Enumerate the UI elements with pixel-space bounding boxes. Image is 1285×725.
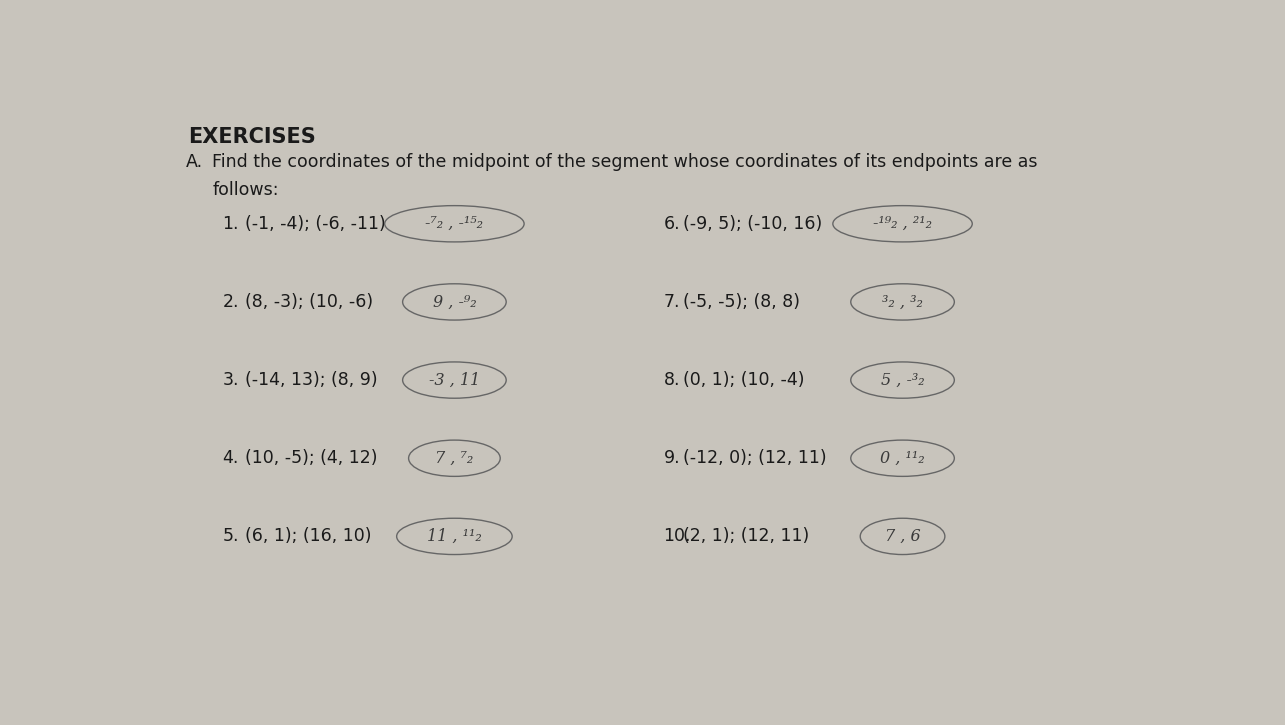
Text: (0, 1); (10, -4): (0, 1); (10, -4) (684, 371, 804, 389)
Text: A.: A. (185, 154, 203, 171)
Text: 0 , ¹¹₂: 0 , ¹¹₂ (880, 450, 925, 467)
Text: -⁷₂ , -¹⁵₂: -⁷₂ , -¹⁵₂ (425, 215, 483, 232)
Text: 5.: 5. (222, 527, 239, 545)
Text: (6, 1); (16, 10): (6, 1); (16, 10) (245, 527, 371, 545)
Text: 6.: 6. (663, 215, 680, 233)
Text: 1.: 1. (222, 215, 239, 233)
Text: (-1, -4); (-6, -11): (-1, -4); (-6, -11) (245, 215, 386, 233)
Text: EXERCISES: EXERCISES (189, 128, 316, 147)
Text: (-5, -5); (8, 8): (-5, -5); (8, 8) (684, 293, 801, 311)
Text: follows:: follows: (212, 181, 279, 199)
Text: 4.: 4. (222, 450, 239, 467)
Text: 9 , -⁹₂: 9 , -⁹₂ (433, 294, 477, 310)
Text: 2.: 2. (222, 293, 239, 311)
Text: 8.: 8. (663, 371, 680, 389)
Text: 5 , -³₂: 5 , -³₂ (880, 372, 924, 389)
Text: 7 , 6: 7 , 6 (885, 528, 920, 545)
Text: Find the coordinates of the midpoint of the segment whose coordinates of its end: Find the coordinates of the midpoint of … (212, 154, 1038, 171)
Text: (-9, 5); (-10, 16): (-9, 5); (-10, 16) (684, 215, 822, 233)
Text: 11 , ¹¹₂: 11 , ¹¹₂ (427, 528, 482, 545)
Text: -3 , 11: -3 , 11 (429, 372, 481, 389)
Text: ³₂ , ³₂: ³₂ , ³₂ (882, 294, 923, 310)
Text: 7.: 7. (663, 293, 680, 311)
Text: 10.: 10. (663, 527, 691, 545)
Text: (-12, 0); (12, 11): (-12, 0); (12, 11) (684, 450, 828, 467)
Text: (10, -5); (4, 12): (10, -5); (4, 12) (245, 450, 378, 467)
Text: (8, -3); (10, -6): (8, -3); (10, -6) (245, 293, 374, 311)
Text: 3.: 3. (222, 371, 239, 389)
Text: (2, 1); (12, 11): (2, 1); (12, 11) (684, 527, 810, 545)
Text: (-14, 13); (8, 9): (-14, 13); (8, 9) (245, 371, 378, 389)
Text: 9.: 9. (663, 450, 680, 467)
Text: 7 , ⁷₂: 7 , ⁷₂ (436, 450, 474, 467)
Text: -¹⁹₂ , ²¹₂: -¹⁹₂ , ²¹₂ (873, 215, 932, 232)
